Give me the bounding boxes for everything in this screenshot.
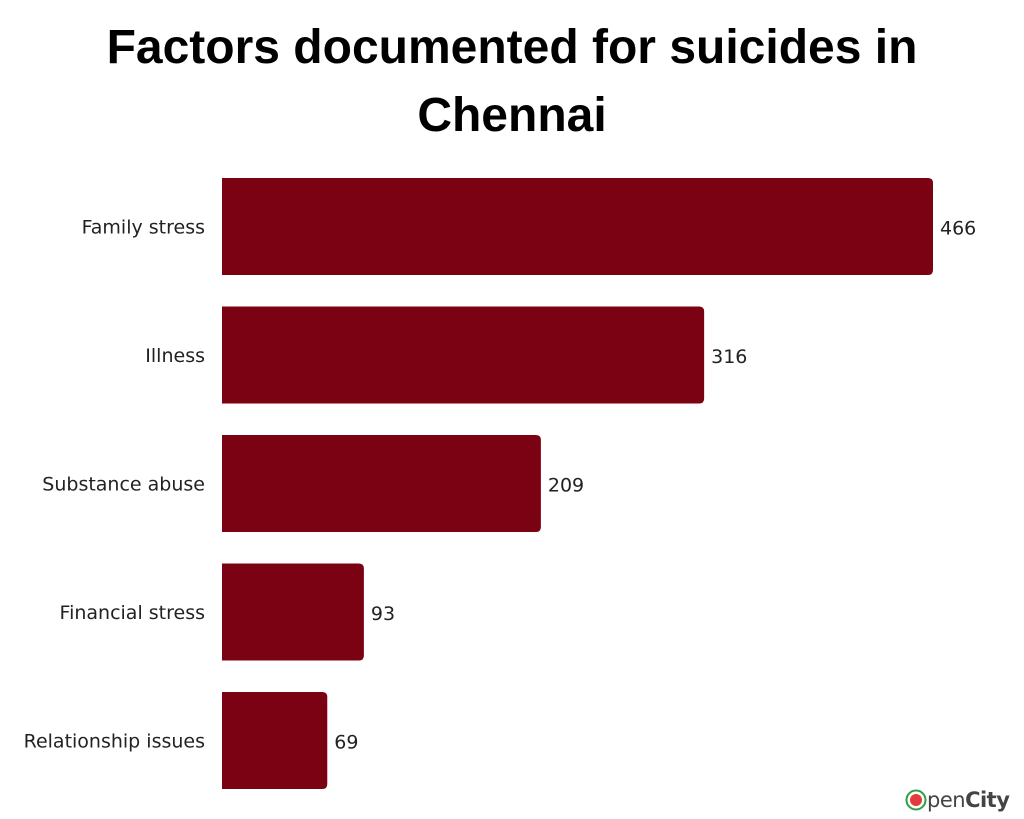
bar-illness xyxy=(222,306,705,404)
value-label-relationship-issues: 69 xyxy=(334,732,358,754)
bar-relationship-issues xyxy=(222,692,328,789)
value-label-substance-abuse: 209 xyxy=(548,475,584,497)
category-label-financial-stress: Financial stress xyxy=(60,602,205,624)
category-label-relationship-issues: Relationship issues xyxy=(24,731,205,753)
category-label-substance-abuse: Substance abuse xyxy=(42,474,205,496)
value-label-illness: 316 xyxy=(711,346,747,368)
bar-financial-stress xyxy=(222,563,364,661)
value-label-family-stress: 466 xyxy=(940,218,976,240)
bar-family-stress xyxy=(222,178,933,275)
value-label-financial-stress: 93 xyxy=(371,603,395,625)
category-label-family-stress: Family stress xyxy=(82,217,205,239)
opencity-logo: penCity xyxy=(905,785,1010,815)
opencity-logo-wordmark: penCity xyxy=(927,788,1010,812)
opencity-logo-mark-icon xyxy=(905,789,927,811)
category-label-illness: Illness xyxy=(145,345,205,367)
chart-title: Factors documented for suicides in Chenn… xyxy=(106,21,918,142)
bar-substance-abuse xyxy=(222,435,541,532)
